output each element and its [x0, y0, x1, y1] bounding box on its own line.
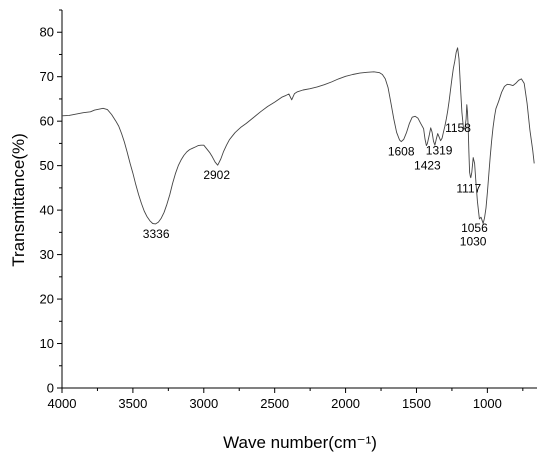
peak-label: 2902 [203, 168, 230, 182]
y-tick-label: 80 [40, 25, 54, 40]
peak-label: 1056 [461, 221, 488, 235]
x-tick-label: 3500 [118, 396, 147, 411]
y-tick-label: 70 [40, 69, 54, 84]
x-axis-ticks: 4000 3500 3000 2500 2000 1500 1000 [48, 388, 524, 411]
x-tick-label: 2000 [331, 396, 360, 411]
x-tick-label: 1000 [473, 396, 502, 411]
y-tick-label: 0 [47, 381, 54, 396]
x-tick-label: 4000 [48, 396, 77, 411]
x-axis-title: Wave number(cm⁻¹) [223, 433, 377, 452]
x-tick-label: 3000 [189, 396, 218, 411]
y-tick-label: 60 [40, 114, 54, 129]
peak-label: 1117 [456, 182, 481, 196]
y-tick-label: 50 [40, 158, 54, 173]
spectrum-line [61, 47, 535, 225]
peak-label: 1030 [460, 234, 487, 248]
y-axis-ticks: 0 10 20 30 40 50 60 70 80 [40, 9, 62, 396]
y-tick-label: 20 [40, 292, 54, 307]
axes-frame [61, 10, 537, 389]
y-tick-label: 30 [40, 247, 54, 262]
x-tick-label: 1500 [402, 396, 431, 411]
y-axis-title: Transmittance(%) [9, 133, 28, 267]
peak-label: 1423 [414, 159, 441, 173]
x-tick-label: 2500 [260, 396, 289, 411]
y-tick-label: 40 [40, 203, 54, 218]
peak-label: 1608 [388, 145, 415, 159]
series-layer [61, 47, 535, 225]
peak-label: 3336 [143, 227, 170, 241]
y-tick-label: 10 [40, 336, 54, 351]
peak-label: 1158 [445, 121, 471, 135]
peak-label: 1319 [426, 144, 453, 158]
